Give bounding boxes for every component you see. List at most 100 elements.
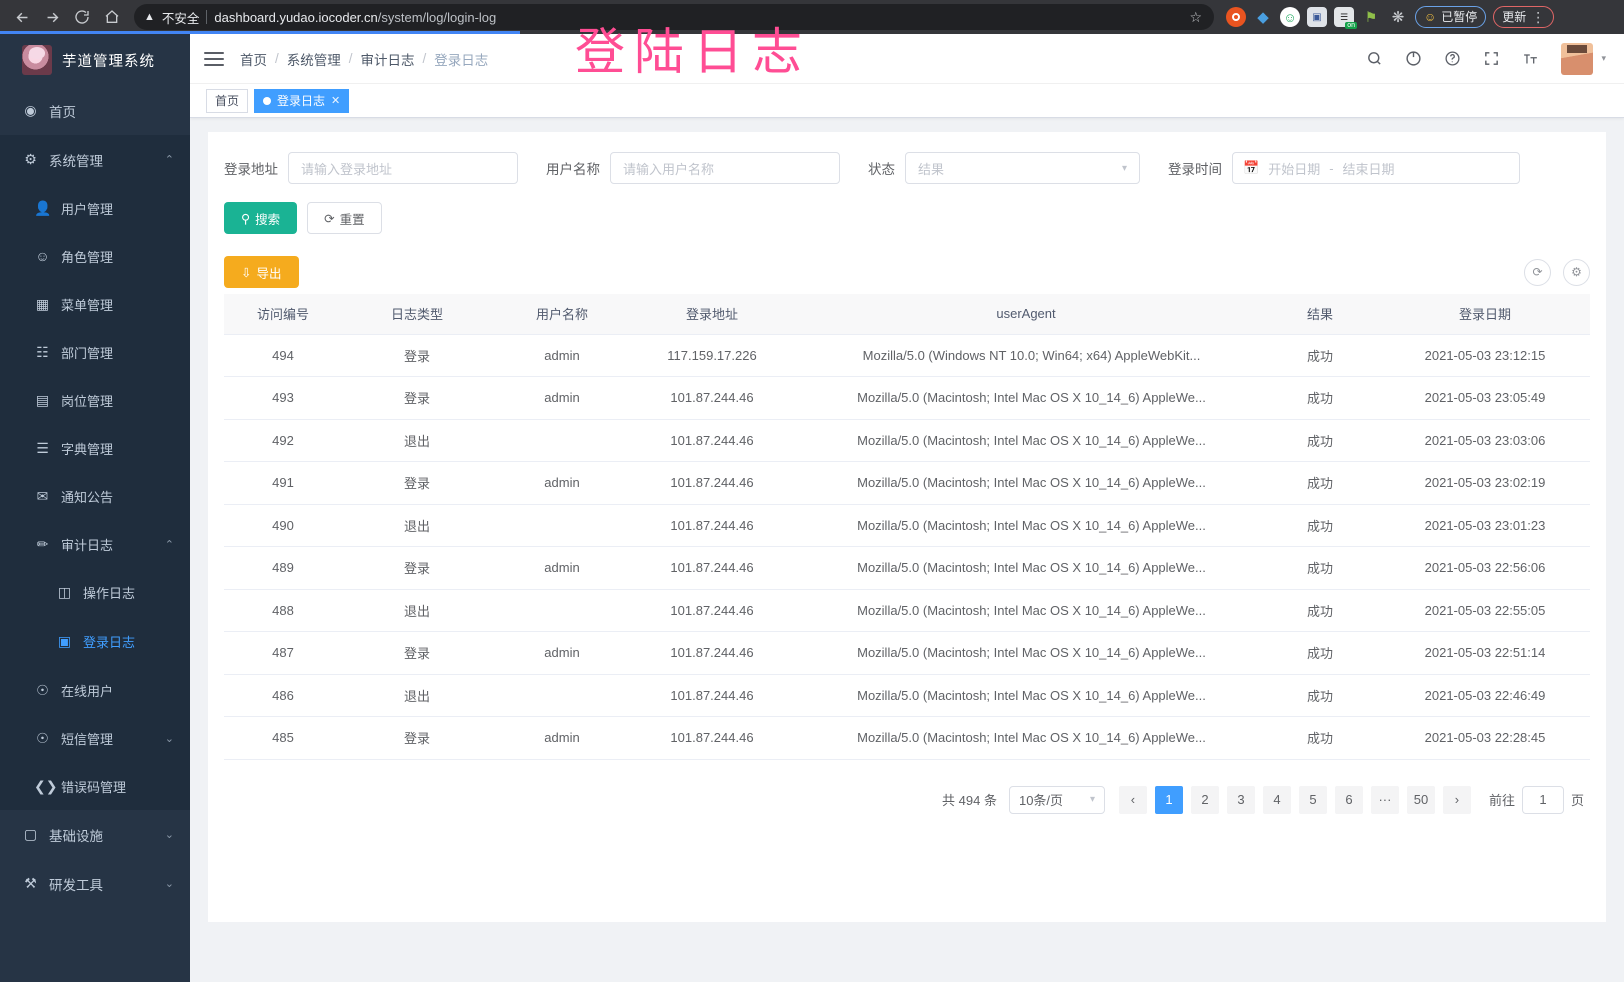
kebab-menu-icon[interactable]: ⋮ — [1531, 8, 1546, 25]
search-button[interactable]: ⚲ 搜索 — [224, 202, 298, 234]
sidebar-item-menu-mgmt[interactable]: ▦ 菜单管理 — [0, 280, 190, 328]
content-area: 登录地址 请输入登录地址 用户名称 请输入用户名称 状态 — [190, 118, 1624, 982]
update-button[interactable]: 更新 ⋮ — [1493, 6, 1555, 28]
sidebar-item-dict-mgmt[interactable]: ☰ 字典管理 — [0, 424, 190, 472]
table-row[interactable]: 494 登录 admin 117.159.17.226 Mozilla/5.0 (Win… — [224, 334, 1590, 377]
reload-icon[interactable] — [68, 3, 96, 31]
sidebar-item-notice[interactable]: ✉ 通知公告 — [0, 472, 190, 520]
breadcrumb-item-0[interactable]: 首页 — [240, 52, 267, 68]
page-size-select[interactable]: 10条/页 ▾ — [1008, 785, 1105, 814]
diamond-icon[interactable]: ◆ — [1257, 9, 1269, 26]
pagination-page-2[interactable]: 2 — [1190, 785, 1219, 814]
wechat-icon[interactable]: ☺ — [1280, 7, 1300, 27]
table-row[interactable]: 493 登录 admin 101.87.244.46 Mozilla/5.0 (Maci… — [224, 376, 1590, 420]
username-input[interactable]: 请输入用户名称 — [610, 152, 840, 184]
pagination-next[interactable]: › — [1442, 785, 1471, 814]
jump-input[interactable]: 1 — [1521, 785, 1564, 814]
refresh-circle-icon[interactable]: ⟳ — [1524, 258, 1551, 286]
sidebar-item-login-log[interactable]: ▣ 登录日志 — [0, 617, 190, 666]
sidebar-item-user-mgmt[interactable]: 👤 用户管理 — [0, 184, 190, 232]
pagination-page-3[interactable]: 3 — [1226, 785, 1255, 814]
export-button-label: 导出 — [256, 266, 282, 281]
font-size-icon[interactable] — [1522, 50, 1539, 67]
home-icon[interactable] — [98, 3, 126, 31]
close-icon[interactable]: ✕ — [331, 95, 341, 107]
login-time-range-picker[interactable]: 📅 开始日期 - 结束日期 — [1232, 152, 1520, 184]
columns-circle-icon[interactable]: ⚙ — [1563, 258, 1590, 286]
flag-icon[interactable]: ⚑ — [1364, 8, 1378, 25]
sidebar-item-system[interactable]: ⚙ 系统管理 ⌃ — [0, 135, 190, 184]
back-icon[interactable] — [8, 3, 36, 31]
address-bar[interactable]: ▲ 不安全 dashboard.yudao.iocoder.cn/system/… — [134, 4, 1214, 30]
login-address-input[interactable]: 请输入登录地址 — [288, 152, 518, 184]
chevron-down-icon: ▾ — [1121, 162, 1127, 174]
chevron-down-icon[interactable]: ▾ — [1601, 53, 1606, 63]
breadcrumb-item-1[interactable]: 系统管理 — [286, 52, 341, 68]
table-row[interactable]: 488 退出 101.87.244.46 Mozilla/5.0 (Macintosh… — [224, 589, 1590, 632]
pagination-ellipsis[interactable]: ··· — [1370, 785, 1399, 814]
pagination-page-4[interactable]: 4 — [1262, 785, 1291, 814]
pagination-page-6[interactable]: 6 — [1334, 785, 1363, 814]
reset-button[interactable]: ⟳ 重置 — [307, 202, 382, 234]
sidebar-logo[interactable]: 芋道管理系统 — [0, 34, 190, 86]
paused-badge[interactable]: ☺ 已暂停 — [1415, 6, 1487, 28]
col-header-user[interactable]: 用户名称 — [492, 294, 632, 335]
cell-type: 退出 — [342, 589, 492, 632]
cell-useragent: Mozilla/5.0 (Macintosh; Intel Mac OS X 1… — [792, 419, 1260, 462]
sidebar-item-devtools[interactable]: ⚒ 研发工具 ⌄ — [0, 859, 190, 908]
github-icon[interactable] — [1405, 50, 1422, 67]
puzzle-icon[interactable]: ❋ — [1391, 9, 1405, 26]
grammar-icon[interactable]: ☰ on — [1334, 7, 1357, 29]
ubuntu-icon[interactable] — [1226, 7, 1246, 27]
table-row[interactable]: 489 登录 admin 101.87.244.46 Mozilla/5.0 (Maci… — [224, 546, 1590, 590]
col-header-date[interactable]: 登录日期 — [1380, 294, 1590, 335]
sidebar-item-operation-log[interactable]: ◫ 操作日志 — [0, 568, 190, 617]
help-icon[interactable] — [1444, 50, 1461, 67]
tag-login-log[interactable]: 登录日志 ✕ — [254, 88, 350, 113]
col-header-id[interactable]: 访问编号 — [224, 294, 342, 335]
col-header-result[interactable]: 结果 — [1260, 294, 1380, 335]
table-row[interactable]: 485 登录 admin 101.87.244.46 Mozilla/5.0 (Maci… — [224, 716, 1590, 760]
table-row[interactable]: 486 退出 101.87.244.46 Mozilla/5.0 (Macintosh… — [224, 674, 1590, 717]
sidebar-item-post-mgmt[interactable]: ▤ 岗位管理 — [0, 376, 190, 424]
avatar[interactable] — [1561, 42, 1594, 75]
calendar-icon: 📅 — [1243, 160, 1260, 175]
cell-type: 退出 — [342, 674, 492, 717]
pagination-prev[interactable]: ‹ — [1118, 785, 1147, 814]
cell-result: 成功 — [1260, 631, 1380, 675]
filter-time-label: 登录时间 — [1168, 162, 1222, 177]
search-icon[interactable] — [1366, 50, 1383, 67]
sidebar-item-sms[interactable]: ☉ 短信管理 ⌄ — [0, 714, 190, 762]
sidebar-item-dept-mgmt[interactable]: ☷ 部门管理 — [0, 328, 190, 376]
login-address-placeholder: 请输入登录地址 — [301, 161, 393, 177]
fullscreen-icon[interactable] — [1483, 50, 1500, 67]
pagination-page-last[interactable]: 50 — [1406, 785, 1435, 814]
cell-user — [492, 674, 632, 717]
sidebar-item-error-code[interactable]: ❮❯ 错误码管理 — [0, 762, 190, 810]
chevron-down-icon: ⌄ — [164, 878, 174, 890]
cell-user: admin — [492, 334, 632, 377]
sidebar-item-online-user[interactable]: ☉ 在线用户 — [0, 666, 190, 714]
export-button[interactable]: ⇩ 导出 — [224, 256, 299, 288]
pagination-page-5[interactable]: 5 — [1298, 785, 1327, 814]
col-header-type[interactable]: 日志类型 — [342, 294, 492, 335]
col-header-addr[interactable]: 登录地址 — [632, 294, 792, 335]
table-row[interactable]: 490 退出 101.87.244.46 Mozilla/5.0 (Macintosh… — [224, 504, 1590, 547]
table-row[interactable]: 487 登录 admin 101.87.244.46 Mozilla/5.0 (Maci… — [224, 631, 1590, 675]
col-header-useragent[interactable]: userAgent — [792, 294, 1260, 335]
table-row[interactable]: 492 退出 101.87.244.46 Mozilla/5.0 (Macintosh… — [224, 419, 1590, 462]
sidebar-item-infra[interactable]: ▢ 基础设施 ⌄ — [0, 810, 190, 859]
forward-icon[interactable] — [38, 3, 66, 31]
pagination-page-1[interactable]: 1 — [1154, 785, 1183, 814]
sidebar-item-role-mgmt[interactable]: ☺ 角色管理 — [0, 232, 190, 280]
table-row[interactable]: 491 登录 admin 101.87.244.46 Mozilla/5.0 (Maci… — [224, 461, 1590, 505]
sidebar-item-label: 系统管理 — [49, 153, 103, 169]
tag-home[interactable]: 首页 — [206, 88, 249, 113]
hamburger-icon[interactable] — [204, 51, 226, 67]
status-select[interactable]: 结果 ▾ — [905, 152, 1140, 184]
sidebar-item-audit-log[interactable]: ✏ 审计日志 ⌃ — [0, 520, 190, 568]
star-icon[interactable]: ☆ — [1189, 8, 1202, 25]
sidebar-item-home[interactable]: ◉ 首页 — [0, 86, 190, 135]
translate-icon[interactable]: ▣ — [1307, 7, 1327, 27]
breadcrumb-item-2[interactable]: 审计日志 — [360, 52, 415, 68]
